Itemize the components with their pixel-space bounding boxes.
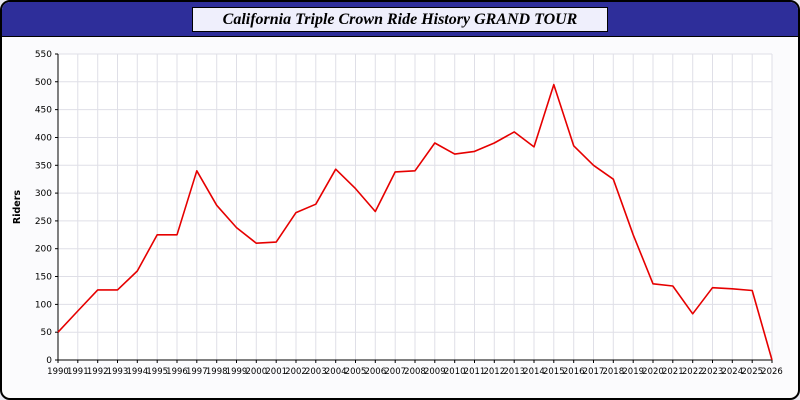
x-axis: 1990199119921993199419951996199719981999… (47, 359, 783, 377)
riders-line-chart: 0 50 100 150 200 250 300 350 400 450 500 550 1990 199… (10, 40, 790, 396)
svg-text:2026: 2026 (761, 367, 783, 377)
page-title: California Triple Crown Ride History GRA… (222, 10, 578, 28)
svg-text:2004: 2004 (325, 367, 347, 377)
svg-text:2008: 2008 (404, 367, 426, 377)
svg-text:1998: 1998 (206, 367, 228, 377)
svg-text:500: 500 (35, 77, 52, 87)
svg-text:1992: 1992 (87, 367, 109, 377)
svg-text:2007: 2007 (384, 367, 406, 377)
svg-text:400: 400 (35, 133, 52, 143)
svg-text:1994: 1994 (126, 367, 148, 377)
svg-text:2024: 2024 (721, 367, 743, 377)
svg-text:2010: 2010 (444, 367, 466, 377)
riders-line-series (57, 83, 773, 360)
svg-text:2022: 2022 (682, 367, 704, 377)
svg-text:550: 550 (35, 50, 52, 60)
svg-text:2018: 2018 (602, 367, 624, 377)
svg-text:1990: 1990 (47, 367, 69, 377)
svg-text:2013: 2013 (503, 367, 525, 377)
svg-text:300: 300 (35, 189, 52, 199)
svg-text:2003: 2003 (305, 367, 327, 377)
svg-text:2006: 2006 (364, 367, 386, 377)
svg-text:2019: 2019 (622, 367, 644, 377)
svg-text:2021: 2021 (662, 367, 684, 377)
svg-text:200: 200 (35, 244, 52, 254)
svg-text:1995: 1995 (146, 367, 168, 377)
title-bar: California Triple Crown Ride History GRA… (2, 2, 798, 37)
grid-lines (57, 53, 773, 360)
svg-text:2011: 2011 (464, 367, 486, 377)
svg-text:2005: 2005 (345, 367, 367, 377)
svg-text:50: 50 (41, 328, 53, 338)
svg-text:2012: 2012 (483, 367, 505, 377)
svg-text:2020: 2020 (642, 367, 664, 377)
svg-text:1993: 1993 (107, 367, 129, 377)
svg-text:1999: 1999 (226, 367, 248, 377)
y-axis-title: Riders (12, 189, 23, 224)
chart-panel: 0 50 100 150 200 250 300 350 400 450 500 550 1990 199… (2, 37, 798, 398)
svg-text:0: 0 (46, 356, 52, 366)
svg-text:2025: 2025 (741, 367, 763, 377)
svg-text:2014: 2014 (523, 367, 545, 377)
y-axis: 0 50 100 150 200 250 300 350 400 450 500 550 (35, 50, 58, 366)
svg-text:2017: 2017 (583, 367, 605, 377)
svg-text:1996: 1996 (166, 367, 188, 377)
svg-text:2016: 2016 (563, 367, 585, 377)
svg-text:450: 450 (35, 105, 52, 115)
title-box: California Triple Crown Ride History GRA… (191, 6, 609, 32)
svg-text:100: 100 (35, 300, 52, 310)
chart-svg: 0501001502002503003504004505005501990199… (12, 50, 783, 377)
svg-text:150: 150 (35, 272, 52, 282)
svg-text:2015: 2015 (543, 367, 565, 377)
svg-text:350: 350 (35, 161, 52, 171)
svg-text:250: 250 (35, 216, 52, 226)
svg-text:2023: 2023 (702, 367, 724, 377)
svg-text:2009: 2009 (424, 367, 446, 377)
svg-text:1991: 1991 (67, 367, 89, 377)
svg-text:2000: 2000 (245, 367, 267, 377)
svg-text:1997: 1997 (186, 367, 208, 377)
svg-text:2002: 2002 (285, 367, 307, 377)
svg-text:2001: 2001 (265, 367, 287, 377)
